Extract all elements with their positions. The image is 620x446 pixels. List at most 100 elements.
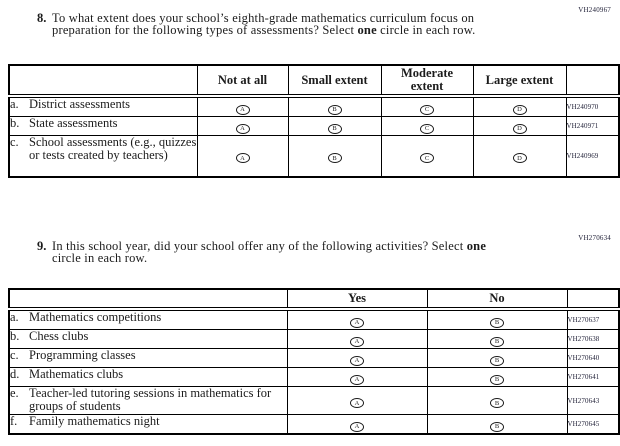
answer-oval-a[interactable]: A <box>350 317 364 328</box>
row-letter: c. <box>10 135 19 149</box>
answer-cell-small-extent: B <box>287 116 382 136</box>
answer-oval-b[interactable]: B <box>327 123 342 134</box>
answer-oval-c[interactable]: C <box>420 123 434 134</box>
row-code: VH270638 <box>566 329 620 349</box>
prompt-text: circle in each row. <box>52 251 148 265</box>
answer-cell-moderate-extent: C <box>380 135 474 177</box>
question-9-row-a: a. Mathematics competitions A B VH270637 <box>8 308 620 330</box>
column-header-large-extent: Large extent <box>472 64 567 98</box>
question-8-row-a: a. District assessments A B C D VH240970 <box>8 95 620 117</box>
answer-oval-b[interactable]: B <box>490 421 504 432</box>
answer-oval-d[interactable]: D <box>512 153 527 164</box>
answer-oval-b[interactable]: B <box>490 398 504 408</box>
oval-letter: D <box>517 125 522 132</box>
row-code: VH240971 <box>565 116 620 136</box>
answer-cell-not-at-all: A <box>196 95 289 117</box>
row-letter: e. <box>10 386 19 400</box>
row-label-cell: c. Programming classes <box>8 348 288 368</box>
question-9-row-e: e. Teacher-led tutoring sessions in mathe… <box>8 386 620 415</box>
oval-letter: B <box>494 338 500 345</box>
question-9-answer-grid: Yes No a. Mathematics competitions A B VH27063… <box>8 288 620 435</box>
answer-oval-c[interactable]: C <box>420 104 434 115</box>
answer-cell-no: B <box>426 386 568 415</box>
answer-oval-b[interactable]: B <box>327 104 342 115</box>
answer-oval-a[interactable]: A <box>350 421 364 432</box>
row-label: District assessments <box>29 97 131 111</box>
question-9-stub-header <box>8 288 288 311</box>
oval-letter: A <box>354 399 360 407</box>
oval-letter: B <box>494 357 500 364</box>
oval-letter: D <box>517 106 522 113</box>
answer-oval-b[interactable]: B <box>490 336 504 347</box>
answer-cell-no: B <box>426 348 568 368</box>
row-code: VH270645 <box>566 414 620 435</box>
oval-letter: A <box>240 106 245 113</box>
answer-cell-small-extent: B <box>287 135 382 177</box>
question-9-code-column-header <box>566 288 620 311</box>
answer-cell-yes: A <box>286 367 428 387</box>
answer-oval-a[interactable]: A <box>235 153 250 164</box>
row-letter: a. <box>10 97 19 111</box>
row-label: Mathematics clubs <box>29 367 124 381</box>
answer-cell-yes: A <box>286 308 428 330</box>
oval-letter: A <box>354 338 360 345</box>
column-header-no: No <box>426 288 568 311</box>
answer-oval-c[interactable]: C <box>420 153 434 164</box>
oval-letter: D <box>517 154 522 162</box>
answer-cell-no: B <box>426 367 568 387</box>
row-letter: f. <box>10 414 18 428</box>
question-8-code-column-header <box>565 64 620 98</box>
question-8-id-code: VH240967 <box>578 6 611 14</box>
answer-oval-a[interactable]: A <box>350 374 364 385</box>
prompt-text: To what extent does your school’s eighth… <box>52 11 475 25</box>
question-8-row-b: b. State assessments A B C D VH240971 <box>8 116 620 136</box>
row-label-cell: d. Mathematics clubs <box>8 367 288 387</box>
answer-oval-a[interactable]: A <box>235 104 250 115</box>
row-letter: b. <box>10 116 20 130</box>
question-8-row-c: c. School assessments (e.g., quizzes or t… <box>8 135 620 177</box>
column-header-not-at-all: Not at all <box>196 64 289 98</box>
row-code: VH270643 <box>566 386 620 415</box>
oval-letter: A <box>240 125 245 132</box>
column-header-small-extent: Small extent <box>287 64 382 98</box>
row-letter: b. <box>10 329 20 343</box>
row-code: VH270637 <box>566 308 620 330</box>
prompt-text: preparation for the following types of a… <box>52 23 358 37</box>
row-label: Chess clubs <box>29 329 89 343</box>
answer-oval-b[interactable]: B <box>490 355 504 366</box>
question-9-row-d: d. Mathematics clubs A B VH270641 <box>8 367 620 387</box>
row-label-cell: b. Chess clubs <box>8 329 288 349</box>
answer-oval-d[interactable]: D <box>512 123 527 134</box>
answer-oval-b[interactable]: B <box>327 153 342 164</box>
question-8-answer-grid: Not at all Small extent Moderate extent Lar… <box>8 64 620 178</box>
answer-oval-d[interactable]: D <box>512 104 527 115</box>
answer-oval-a[interactable]: A <box>350 336 364 347</box>
question-9-prompt: In this school year, did your school off… <box>52 240 582 265</box>
answer-cell-no: B <box>426 308 568 330</box>
prompt-emphasis: one <box>357 23 377 37</box>
answer-oval-a[interactable]: A <box>350 355 364 366</box>
answer-oval-b[interactable]: B <box>490 374 504 385</box>
row-label: Family mathematics night <box>29 414 160 428</box>
answer-oval-a[interactable]: A <box>350 398 364 408</box>
row-label-cell: b. State assessments <box>8 116 198 136</box>
answer-oval-b[interactable]: B <box>490 317 504 328</box>
row-code: VH270641 <box>566 367 620 387</box>
question-9-body: 9. In this school year, did your school … <box>37 240 582 265</box>
answer-cell-large-extent: D <box>472 116 567 136</box>
question-9-row-f: f. Family mathematics night A B VH270645 <box>8 414 620 435</box>
oval-letter: C <box>424 106 430 113</box>
answer-cell-no: B <box>426 414 568 435</box>
oval-letter: B <box>332 154 337 162</box>
answer-oval-a[interactable]: A <box>235 123 250 134</box>
question-9-id-code: VH270634 <box>578 234 611 242</box>
prompt-text: circle in each row. <box>376 23 476 37</box>
row-code: VH240970 <box>565 95 620 117</box>
row-label: Teacher-led tutoring sessions in mathema… <box>29 386 272 413</box>
question-9-row-b: b. Chess clubs A B VH270638 <box>8 329 620 349</box>
answer-cell-yes: A <box>286 386 428 415</box>
oval-letter: A <box>354 357 360 364</box>
oval-letter: B <box>494 376 500 383</box>
row-label: Programming classes <box>29 348 136 362</box>
